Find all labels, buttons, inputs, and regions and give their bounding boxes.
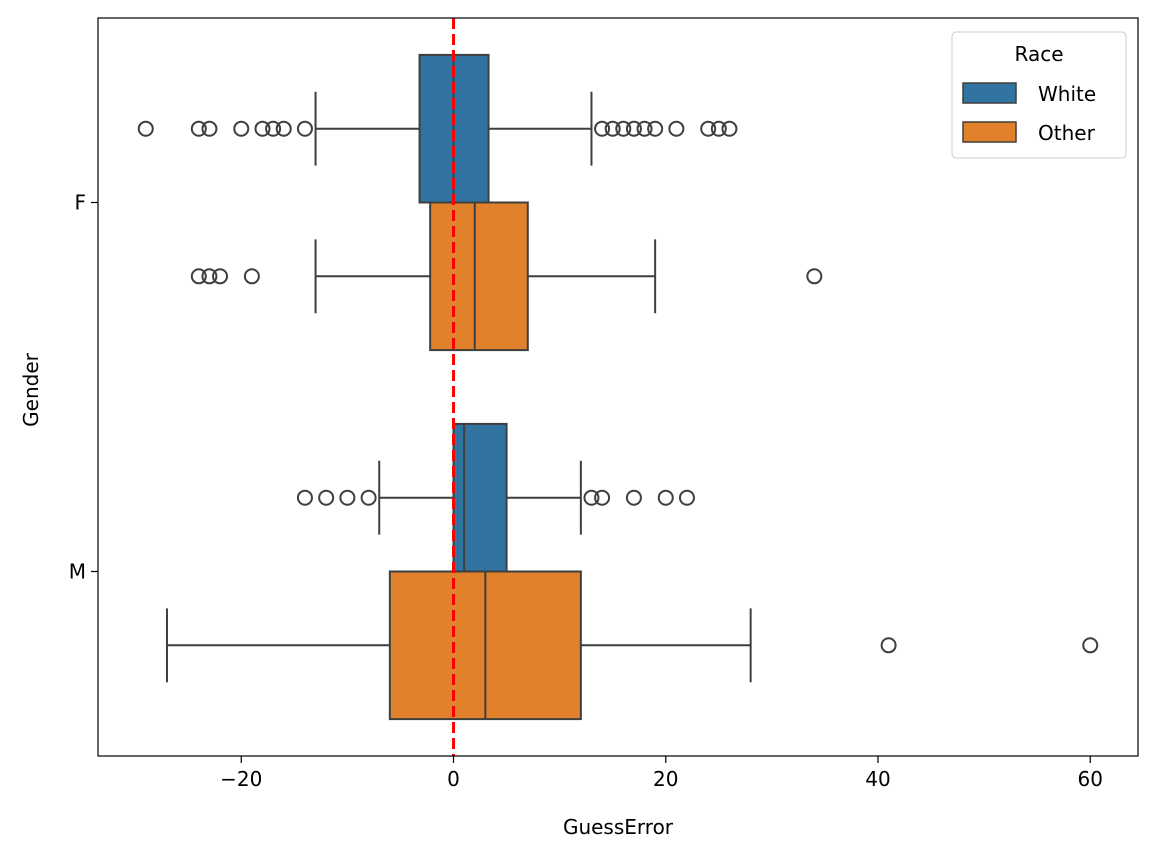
outlier-point [360,489,377,506]
outlier-point [880,637,897,654]
outlier-point [212,268,229,285]
legend-title: Race [1014,42,1063,66]
x-tick-label: 60 [1078,767,1103,791]
outlier-point [583,489,600,506]
y-tick-label: M [69,560,86,584]
y-tick-label: F [74,191,86,215]
outlier-point [254,120,271,137]
legend-label-white: White [1038,82,1096,106]
outlier-point [137,120,154,137]
outlier-point [604,120,621,137]
outlier-point [1082,637,1099,654]
outlier-point [678,489,695,506]
box-other-f [190,201,823,352]
iqr-box [452,422,508,573]
outlier-point [339,489,356,506]
x-tick-label: −20 [220,767,262,791]
outlier-point [275,120,292,137]
x-axis-label: GuessError [563,815,674,839]
outlier-point [668,120,685,137]
outlier-point [657,489,674,506]
outlier-point [201,120,218,137]
box-white-m [296,422,695,573]
outlier-point [594,120,611,137]
outlier-point [190,268,207,285]
outlier-point [296,120,313,137]
outlier-point [594,489,611,506]
outlier-point [201,268,218,285]
x-tick-label: 20 [653,767,678,791]
legend-label-other: Other [1038,121,1096,145]
outlier-point [721,120,738,137]
outlier-point [265,120,282,137]
outlier-point [190,120,207,137]
box-other-m [165,570,1099,721]
outlier-point [806,268,823,285]
plot-frame [97,17,1139,757]
outlier-point [243,268,260,285]
legend: Race White Other [951,31,1127,159]
iqr-box [429,201,529,352]
outlier-point [647,120,664,137]
x-tick-label: 40 [865,767,890,791]
y-axis-label: Gender [19,352,43,426]
outlier-point [318,489,335,506]
legend-swatch-white [962,82,1017,104]
x-tick-label: 0 [447,767,460,791]
outlier-point [710,120,727,137]
outlier-point [615,120,632,137]
outlier-point [625,120,642,137]
outlier-point [625,489,642,506]
legend-swatch-other [962,121,1017,143]
outlier-point [636,120,653,137]
outlier-point [296,489,313,506]
outlier-point [233,120,250,137]
outlier-point [700,120,717,137]
